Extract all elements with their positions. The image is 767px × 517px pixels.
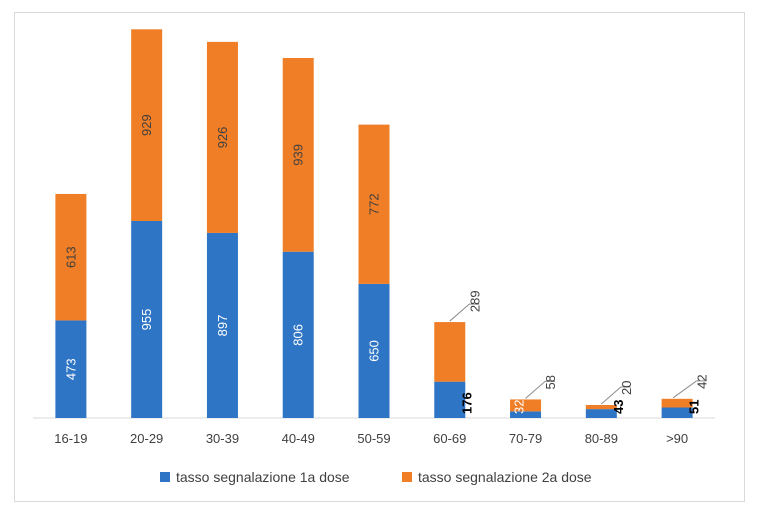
data-label-1a-dose: 32 xyxy=(512,400,527,414)
legend-swatch-1 xyxy=(160,472,170,482)
data-label-1a-dose: 897 xyxy=(215,315,230,337)
bar-1a-dose-60-69 xyxy=(434,381,466,418)
leader-line xyxy=(449,303,480,322)
x-tick-label: 20-29 xyxy=(130,431,163,446)
data-label-1a-dose: 650 xyxy=(367,340,382,362)
data-label-1a-dose: 176 xyxy=(459,392,474,414)
data-label-2a-dose: 613 xyxy=(63,246,78,268)
bar-1a-dose-20-29 xyxy=(131,220,163,418)
bar-2a-dose-16-19 xyxy=(55,193,87,321)
x-tick-label: 80-89 xyxy=(585,431,618,446)
chart-frame xyxy=(14,12,745,502)
bar-1a-dose-30-39 xyxy=(206,232,238,418)
x-tick-label: 16-19 xyxy=(54,431,87,446)
x-tick-labels-group: 16-19 20-29 30-39 40-49 50-59 60-69 70-79 80-89… xyxy=(54,431,688,446)
data-label-2a-dose: 42 xyxy=(695,374,710,388)
x-tick-label: >90 xyxy=(666,431,688,446)
data-label-1a-dose: 51 xyxy=(687,400,702,414)
legend-label-1: tasso segnalazione 1a dose xyxy=(176,469,350,485)
bar-2a-dose->90 xyxy=(661,398,693,408)
legend: tasso segnalazione 1a dose tasso segnalaz… xyxy=(160,469,592,485)
data-label-2a-dose: 20 xyxy=(619,381,634,395)
data-label-2a-dose: 926 xyxy=(215,127,230,149)
bar-1a-dose->90 xyxy=(661,407,693,418)
bar-1a-dose-40-49 xyxy=(282,251,314,418)
data-label-2a-dose: 772 xyxy=(367,193,382,215)
data-label-1a-dose: 806 xyxy=(291,324,306,346)
data-label-1a-dose: 43 xyxy=(611,400,626,414)
data-label-2a-dose: 939 xyxy=(291,144,306,166)
x-tick-label: 50-59 xyxy=(357,431,390,446)
data-label-2a-dose: 289 xyxy=(467,290,482,312)
x-tick-label: 70-79 xyxy=(509,431,542,446)
bar-1a-dose-16-19 xyxy=(55,320,87,418)
leader-line xyxy=(672,380,707,399)
bar-1a-dose-70-79 xyxy=(510,411,542,418)
legend-label-2: tasso segnalazione 2a dose xyxy=(418,469,592,485)
data-labels-group: 473 613 955 929 897 926 806 939 650 772 176 289 32 58… xyxy=(63,114,709,414)
data-label-1a-dose: 473 xyxy=(63,358,78,380)
bar-2a-dose-20-29 xyxy=(131,29,163,221)
x-tick-label: 60-69 xyxy=(433,431,466,446)
bar-2a-dose-40-49 xyxy=(282,57,314,252)
bar-2a-dose-50-59 xyxy=(358,124,390,284)
bar-1a-dose-80-89 xyxy=(585,409,617,418)
leader-line xyxy=(525,380,556,399)
data-label-2a-dose: 58 xyxy=(543,375,558,389)
bar-1a-dose-50-59 xyxy=(358,283,390,418)
x-tick-label: 30-39 xyxy=(206,431,239,446)
bar-2a-dose-60-69 xyxy=(434,322,466,382)
bar-2a-dose-70-79 xyxy=(510,399,542,412)
legend-swatch-2 xyxy=(402,472,412,482)
x-tick-label: 40-49 xyxy=(282,431,315,446)
data-label-1a-dose: 955 xyxy=(139,309,154,331)
data-label-2a-dose: 929 xyxy=(139,114,154,136)
bars-group xyxy=(55,29,693,418)
leader-line xyxy=(601,386,631,405)
bar-2a-dose-80-89 xyxy=(585,405,617,410)
bar-2a-dose-30-39 xyxy=(206,41,238,233)
